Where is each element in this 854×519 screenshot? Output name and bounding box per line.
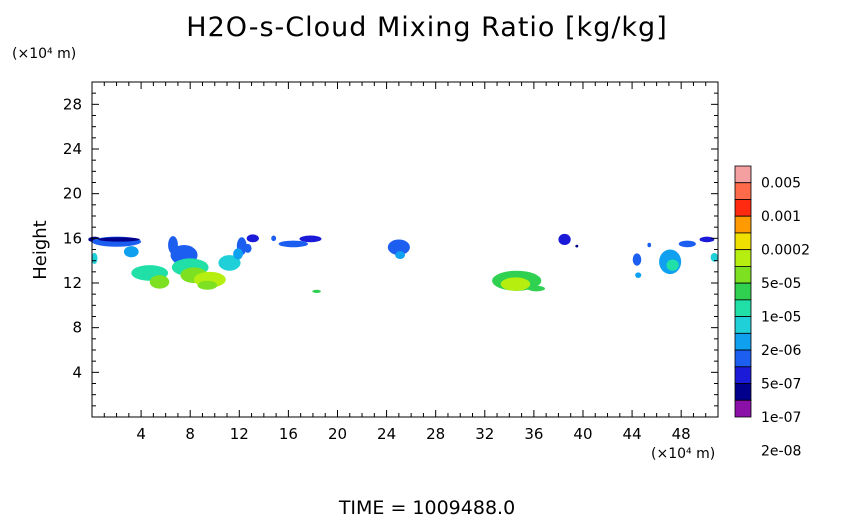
cloud-region [149, 275, 170, 289]
cloud-region [558, 233, 571, 246]
cloud-region [246, 234, 259, 243]
cloud-region [678, 240, 696, 248]
x-tick-label: 48 [672, 425, 691, 443]
cloud-region [299, 235, 322, 243]
colorbar-label: 1e-07 [761, 410, 801, 426]
colorbar-swatch [734, 399, 752, 418]
colorbar-label: 5e-07 [761, 377, 801, 393]
x-tick-label: 8 [185, 425, 195, 443]
y-axis-unit: (×10⁴ m) [12, 46, 77, 62]
cloud-region [233, 248, 243, 260]
cloud-region [271, 235, 277, 242]
x-tick-label: 40 [573, 425, 592, 443]
x-tick-label: 28 [426, 425, 445, 443]
x-tick-label: 4 [136, 425, 146, 443]
colorbar-swatch [734, 383, 752, 401]
colorbar-swatch [734, 282, 752, 301]
x-tick-label: 24 [377, 425, 396, 443]
cloud-region [635, 272, 642, 278]
y-tick-label: 28 [63, 95, 82, 113]
cloud-region [218, 255, 241, 271]
cloud-region [666, 259, 679, 271]
cloud-region [91, 252, 98, 265]
y-axis-label: Height [30, 220, 51, 280]
colorbar-swatch [734, 249, 752, 267]
cloud-region [395, 251, 406, 259]
colorbar-label: 0.005 [761, 176, 801, 192]
colorbar-swatch [734, 265, 752, 284]
cloud-region [123, 246, 139, 258]
cloud-region [710, 252, 718, 262]
colorbar-label: 0.001 [761, 209, 801, 225]
y-tick-label: 4 [72, 363, 82, 381]
cloud-region [500, 277, 531, 291]
cloud-region [575, 244, 579, 248]
colorbar-swatch [734, 316, 752, 334]
colorbar-label: 0.0002 [761, 243, 810, 259]
colorbar-swatch [734, 215, 752, 234]
colorbar-swatch [734, 349, 752, 368]
x-tick-label: 16 [279, 425, 298, 443]
y-tick-label: 20 [63, 185, 82, 203]
cloud-region [387, 239, 410, 256]
x-tick-label: 32 [475, 425, 494, 443]
x-tick-label: 20 [328, 425, 347, 443]
colorbar-swatch [734, 182, 752, 200]
y-tick-label: 16 [63, 229, 82, 247]
colorbar-label: 1e-05 [761, 310, 801, 326]
colorbar-swatch [734, 199, 752, 217]
cloud-region [312, 289, 321, 294]
cloud-region [527, 285, 545, 292]
x-tick-label: 12 [230, 425, 249, 443]
time-footer: TIME = 1009488.0 [338, 497, 516, 519]
colorbar-swatch [734, 299, 752, 318]
x-tick-label: 36 [524, 425, 543, 443]
x-tick-label: 44 [623, 425, 642, 443]
colorbar-swatch [734, 366, 752, 384]
x-axis-unit: (×10⁴ m) [651, 446, 716, 462]
cloud-region [98, 237, 140, 242]
cloud-region [699, 236, 715, 243]
y-tick-label: 12 [63, 274, 82, 292]
cloud-region [197, 280, 218, 290]
y-tick-label: 8 [72, 319, 82, 337]
cloud-region [244, 243, 252, 253]
chart-title: H2O-s-Cloud Mixing Ratio [kg/kg] [186, 12, 668, 43]
colorbar-swatch [734, 165, 752, 184]
colorbar-swatch [734, 332, 752, 351]
cloud-region [632, 253, 642, 266]
colorbar-label: 5e-05 [761, 276, 801, 292]
cloud-region [278, 240, 309, 248]
colorbar-label: 2e-08 [761, 443, 801, 459]
colorbar-swatch [734, 232, 752, 251]
colorbar-label: 2e-06 [761, 343, 801, 359]
cloud-region [647, 242, 652, 248]
y-tick-label: 24 [63, 140, 82, 158]
